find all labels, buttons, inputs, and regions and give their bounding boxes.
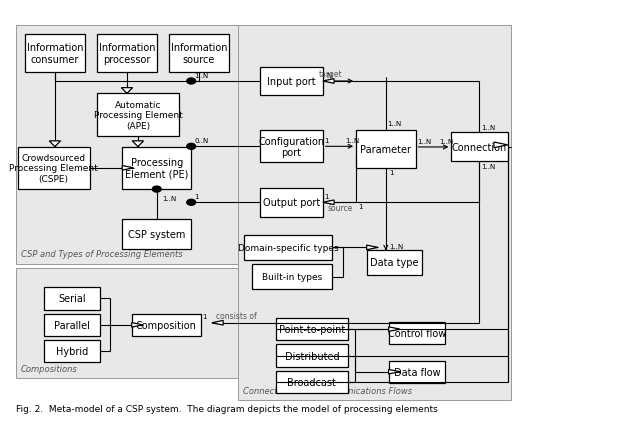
Text: Connection: Connection [452,143,507,153]
FancyBboxPatch shape [16,268,241,379]
Text: 0..N: 0..N [195,138,209,144]
Text: Crowdsourced
Processing Element
(CSPE): Crowdsourced Processing Element (CSPE) [9,153,98,183]
Text: Input port: Input port [267,77,316,87]
Polygon shape [212,321,223,325]
Text: consists of: consists of [216,311,257,320]
Polygon shape [132,141,143,147]
Text: Point-to-point: Point-to-point [278,324,345,334]
FancyBboxPatch shape [122,147,191,190]
Polygon shape [323,80,334,84]
FancyBboxPatch shape [238,26,511,400]
Circle shape [152,187,161,193]
Polygon shape [388,327,400,331]
FancyBboxPatch shape [122,219,191,249]
FancyBboxPatch shape [132,314,200,336]
Polygon shape [494,143,508,148]
Polygon shape [49,141,61,147]
FancyBboxPatch shape [169,35,229,73]
Text: N: N [326,72,331,78]
Text: 1: 1 [389,170,394,176]
Text: Control flow: Control flow [388,328,446,339]
FancyBboxPatch shape [44,340,100,363]
Text: 1..N: 1..N [388,121,402,127]
Text: Distributed: Distributed [285,351,339,361]
Text: Connections and Communications Flows: Connections and Communications Flows [243,386,412,395]
FancyBboxPatch shape [388,322,445,345]
Text: Hybrid: Hybrid [56,346,88,357]
Text: CSP system: CSP system [128,229,186,239]
Text: 1..N: 1..N [481,125,495,131]
FancyBboxPatch shape [17,147,90,190]
Text: Compositions: Compositions [20,365,77,374]
Text: Parameter: Parameter [360,144,412,154]
Text: Information
consumer: Information consumer [27,43,83,65]
FancyBboxPatch shape [252,265,332,289]
FancyBboxPatch shape [276,371,348,393]
Text: 1: 1 [324,193,329,199]
Text: 1: 1 [202,314,207,320]
Text: Output port: Output port [263,198,320,208]
Text: Configuration
port: Configuration port [259,136,324,158]
FancyBboxPatch shape [16,26,241,264]
Text: Automatic
Processing Element
(APE): Automatic Processing Element (APE) [93,101,182,130]
Text: 1..N: 1..N [162,195,176,201]
Polygon shape [122,166,134,171]
Text: target: target [319,70,342,79]
Text: Data flow: Data flow [394,367,440,377]
Text: Parallel: Parallel [54,320,90,330]
FancyBboxPatch shape [260,188,323,217]
FancyBboxPatch shape [260,131,323,163]
Text: 1..N: 1..N [481,164,495,170]
Text: Built-in types: Built-in types [262,273,322,282]
Text: Fig. 2.  Meta-model of a CSP system.  The diagram depicts the model of processin: Fig. 2. Meta-model of a CSP system. The … [16,404,438,413]
Polygon shape [388,369,400,374]
Text: Information
processor: Information processor [99,43,156,65]
Polygon shape [132,323,143,328]
Text: 1..N: 1..N [439,138,453,144]
FancyBboxPatch shape [367,250,422,275]
Circle shape [187,79,196,85]
FancyBboxPatch shape [97,35,157,73]
Text: 1..N: 1..N [195,72,209,78]
FancyBboxPatch shape [356,130,415,168]
FancyBboxPatch shape [244,235,332,261]
Text: 1: 1 [324,138,329,144]
Polygon shape [323,201,334,205]
Text: Broadcast: Broadcast [287,377,336,387]
Text: 1..N: 1..N [389,243,403,249]
Text: 1: 1 [195,193,199,199]
FancyBboxPatch shape [451,133,508,162]
Text: 1: 1 [358,204,362,210]
Text: Composition: Composition [136,320,196,330]
FancyBboxPatch shape [260,67,323,96]
FancyBboxPatch shape [388,361,445,383]
Circle shape [187,200,196,206]
FancyBboxPatch shape [276,345,348,367]
Text: Information
source: Information source [171,43,227,65]
Text: Data type: Data type [370,258,419,268]
FancyBboxPatch shape [276,318,348,340]
Circle shape [187,144,196,150]
Text: Serial: Serial [58,294,86,304]
Text: source: source [328,204,353,213]
Text: Processing
Element (PE): Processing Element (PE) [125,158,188,179]
Text: 1..N: 1..N [345,138,359,144]
Text: CSP and Types of Processing Elements: CSP and Types of Processing Elements [20,250,182,259]
Polygon shape [367,245,378,250]
FancyBboxPatch shape [97,94,179,137]
FancyBboxPatch shape [25,35,84,73]
FancyBboxPatch shape [44,288,100,310]
FancyBboxPatch shape [44,314,100,336]
Polygon shape [122,89,132,94]
Text: 1..N: 1..N [417,138,432,144]
Text: Domain-specific types: Domain-specific types [238,243,339,252]
